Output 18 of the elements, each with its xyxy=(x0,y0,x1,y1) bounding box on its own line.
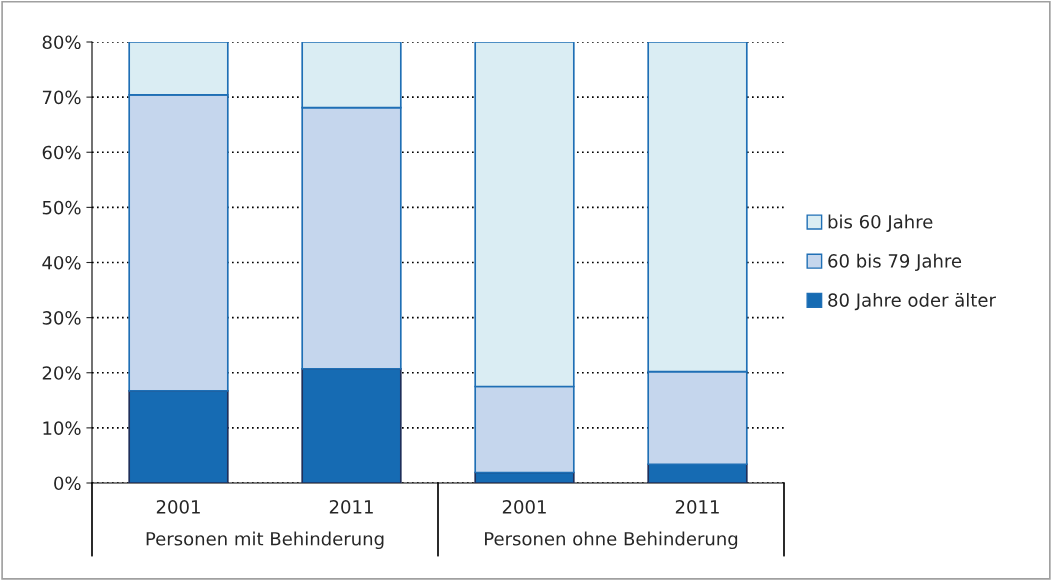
y-tick-label: 0% xyxy=(54,476,81,491)
legend-label: bis 60 Jahre xyxy=(828,214,933,232)
y-tick-label: 80% xyxy=(42,35,81,50)
y-tick-label: 20% xyxy=(42,366,81,380)
x-tick-label: 2001 xyxy=(502,499,546,514)
y-tick-label: 60% xyxy=(42,145,81,160)
y-tick-label: 40% xyxy=(42,255,81,270)
y-tick-label: 30% xyxy=(42,311,81,325)
text: Personen ohne Behinderung xyxy=(485,531,738,550)
x-tick-label: 2001 xyxy=(156,499,200,514)
text: Personen mit Behinderung xyxy=(146,531,384,550)
x-tick-label: 2011 xyxy=(675,499,719,514)
x-tick-label: 2011 xyxy=(329,499,373,514)
y-tick-label: 10% xyxy=(43,421,81,435)
y-tick-label: 70% xyxy=(42,90,81,105)
legend-label: 60 bis 79 Jahre xyxy=(828,253,962,272)
legend-label: 80 Jahre oder älter xyxy=(828,292,996,311)
y-tick-label: 50% xyxy=(42,200,81,215)
